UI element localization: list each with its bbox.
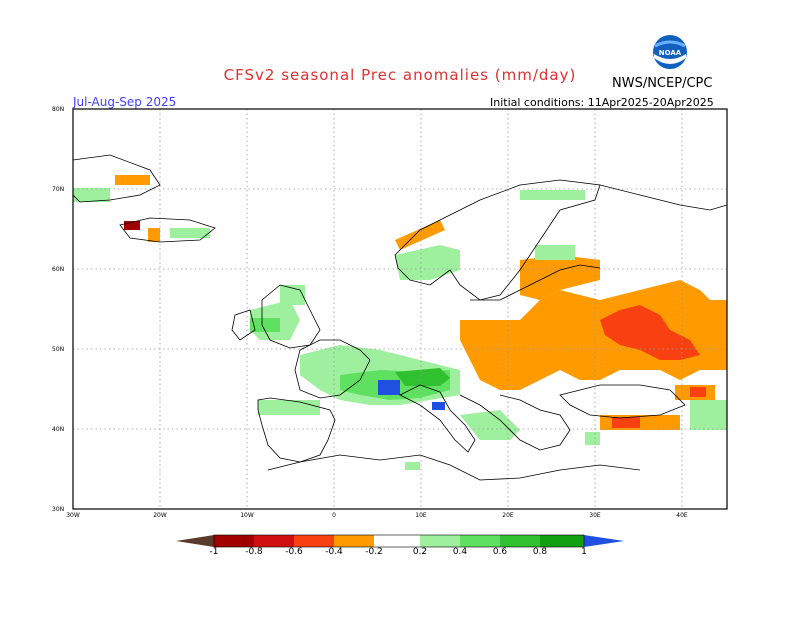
anomaly-positive-africa <box>405 462 420 470</box>
colorbar-label-pos04: 0.4 <box>452 547 468 557</box>
colorbar-label-pos1: 1 <box>581 547 587 557</box>
graticule <box>73 109 727 509</box>
map-frame <box>72 108 728 510</box>
lon-label-30w: 30W <box>66 512 80 519</box>
anomaly-very-strong-positive-alps <box>378 380 400 395</box>
colorbar-segment-9 <box>540 535 584 547</box>
anomaly-strong-negative-russia <box>600 305 700 360</box>
anomaly-negative-greenland <box>115 175 150 185</box>
coast-north-africa <box>267 454 641 481</box>
coast-baltic <box>470 264 601 301</box>
coast-black-sea <box>559 384 686 419</box>
anomaly-negative-baltic <box>520 255 600 300</box>
colorbar-segment-8 <box>500 535 540 547</box>
colorbar-segment-2 <box>254 535 294 547</box>
anomaly-strong-positive-alps <box>395 368 450 386</box>
anomaly-positive-norway <box>395 245 460 280</box>
lon-label-20w: 20W <box>153 512 167 519</box>
agency-label: NWS/NCEP/CPC <box>612 76 713 91</box>
colorbar-segment-below <box>176 535 214 547</box>
map-title: CFSv2 seasonal Prec anomalies (mm/day) <box>223 66 577 84</box>
anomaly-positive-caucasus-north <box>690 400 727 430</box>
colorbar-segment-7 <box>460 535 500 547</box>
coast-ireland <box>231 309 256 341</box>
coast-arctic <box>599 184 727 211</box>
noaa-logo: NOAA <box>652 34 688 70</box>
lat-label-50n: 50N <box>52 346 65 353</box>
anomaly-positive-arctic <box>520 190 585 200</box>
colorbar-segment-3 <box>294 535 334 547</box>
colorbar-segment-above <box>584 535 624 547</box>
lat-label-30n: 30N <box>52 506 65 513</box>
coast-iberia <box>257 397 336 463</box>
lon-label-20e: 20E <box>502 512 514 519</box>
lon-label-10e: 10E <box>415 512 427 519</box>
lat-label-80n: 80N <box>52 106 65 113</box>
lat-label-70n: 70N <box>52 186 65 193</box>
colorbar-label-neg04: -0.4 <box>325 547 343 557</box>
colorbar-outline <box>213 534 585 548</box>
colorbar <box>176 534 624 548</box>
colorbar-segment-6 <box>420 535 460 547</box>
coast-italy <box>399 384 476 453</box>
lon-label-0: 0 <box>332 512 336 519</box>
anomaly-positive-aegean <box>585 432 600 445</box>
anomaly-strong-negative-caucasus <box>690 387 706 397</box>
colorbar-segment-5 <box>374 535 420 547</box>
coast-balkans <box>459 394 571 451</box>
colorbar-label-neg08: -0.8 <box>245 547 263 557</box>
coast-britain <box>261 284 321 349</box>
colorbar-label-pos08: 0.8 <box>532 547 548 557</box>
lon-label-10w: 10W <box>240 512 254 519</box>
anomaly-strong-negative-turkey <box>612 417 640 428</box>
anomaly-positive-balkans <box>460 410 520 440</box>
lat-label-40n: 40N <box>52 426 65 433</box>
colorbar-label-pos06: 0.6 <box>492 547 508 557</box>
colorbar-label-neg02: -0.2 <box>365 547 383 557</box>
coast-scandinavia <box>394 179 601 301</box>
colorbar-label-pos02: 0.2 <box>412 547 428 557</box>
anomaly-very-strong-positive-italy <box>432 402 445 410</box>
anomaly-positive-iceland <box>170 228 210 238</box>
coast-iceland <box>119 217 216 243</box>
period-label: Jul-Aug-Sep 2025 <box>73 95 177 109</box>
initial-conditions-label: Initial conditions: 11Apr2025-20Apr2025 <box>490 96 714 109</box>
lat-label-60n: 60N <box>52 266 65 273</box>
colorbar-label-neg06: -0.6 <box>285 547 303 557</box>
anomaly-positive-iberia-north <box>258 400 320 415</box>
coastlines <box>73 154 727 481</box>
anomaly-layer <box>73 175 727 470</box>
anomaly-negative-iceland <box>148 228 160 242</box>
anomaly-positive-scandinavia <box>535 245 575 260</box>
coast-france <box>294 339 371 399</box>
colorbar-segment-1 <box>214 535 254 547</box>
lon-label-30e: 30E <box>589 512 601 519</box>
lon-label-40e: 40E <box>676 512 688 519</box>
anomaly-negative-eastern-europe <box>460 280 727 390</box>
anomaly-moderate-positive-wales <box>250 318 280 332</box>
anomaly-positive-greenland <box>73 188 110 202</box>
coast-greenland <box>73 154 161 203</box>
colorbar-label-neg1: -1 <box>209 547 219 557</box>
colorbar-segment-4 <box>334 535 374 547</box>
logo-text: NOAA <box>659 49 682 57</box>
